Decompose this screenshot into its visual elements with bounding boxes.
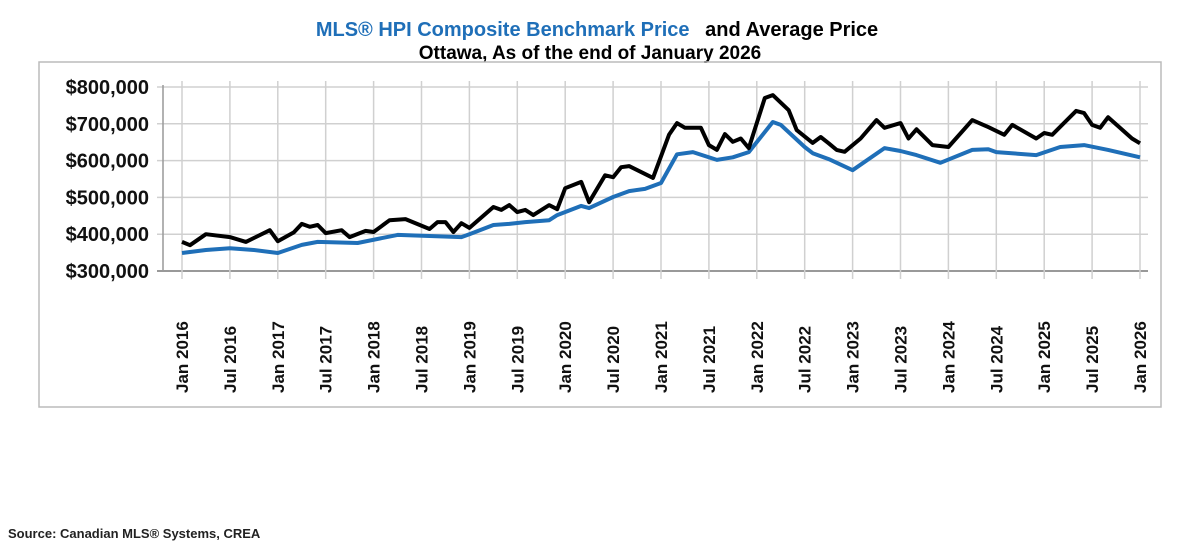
x-tick-label: Jan 2019 (460, 321, 479, 393)
x-tick-label: Jul 2017 (317, 326, 336, 393)
x-tick-label: Jan 2021 (652, 321, 671, 393)
x-tick-label: Jul 2024 (987, 325, 1006, 393)
y-tick-label: $700,000 (66, 114, 149, 136)
x-tick-label: Jan 2026 (1131, 321, 1150, 393)
x-tick-label: Jul 2021 (700, 326, 719, 393)
x-tick-label: Jan 2024 (939, 321, 958, 393)
x-tick-label: Jan 2023 (844, 321, 863, 393)
y-tick-label: $300,000 (66, 261, 149, 283)
x-tick-label: Jan 2025 (1035, 321, 1054, 393)
x-tick-label: Jul 2022 (796, 326, 815, 393)
y-tick-label: $500,000 (66, 187, 149, 209)
source-note: Source: Canadian MLS® Systems, CREA (8, 526, 261, 541)
series-line-average-price (181, 93, 1142, 248)
series-line-hpi-benchmark (181, 120, 1141, 255)
x-tick-label: Jul 2016 (221, 326, 240, 393)
y-tick-label: $600,000 (66, 151, 149, 173)
x-axis: Jan 2016 Jul 2016 Jan 2017 Jul 2017 Jan 2018… (173, 321, 1150, 393)
y-tick-label: $400,000 (66, 224, 149, 246)
chart-title: MLS® HPI Composite Benchmark Price and A… (316, 19, 878, 41)
y-tick-label: $800,000 (66, 77, 149, 99)
x-tick-label: Jul 2023 (892, 326, 911, 393)
chart-subtitle: Ottawa, As of the end of January 2026 (419, 43, 761, 64)
x-tick-label: Jan 2017 (269, 321, 288, 393)
x-tick-label: Jan 2020 (556, 321, 575, 393)
grid (157, 81, 1148, 279)
x-tick-label: Jul 2020 (604, 326, 623, 393)
x-tick-label: Jan 2016 (173, 321, 192, 393)
chart-frame (38, 61, 1162, 408)
title-average: and Average Price (705, 19, 878, 41)
x-tick-label: Jul 2025 (1083, 326, 1102, 393)
y-axis: $800,000 $700,000 $600,000 $500,000 $400,000… (66, 77, 149, 283)
title-hpi: MLS® HPI Composite Benchmark Price (316, 19, 690, 41)
x-tick-label: Jan 2022 (748, 321, 767, 393)
x-tick-label: Jul 2018 (413, 326, 432, 393)
x-tick-label: Jan 2018 (365, 321, 384, 393)
series-lines (181, 93, 1142, 255)
x-tick-label: Jul 2019 (508, 326, 527, 393)
